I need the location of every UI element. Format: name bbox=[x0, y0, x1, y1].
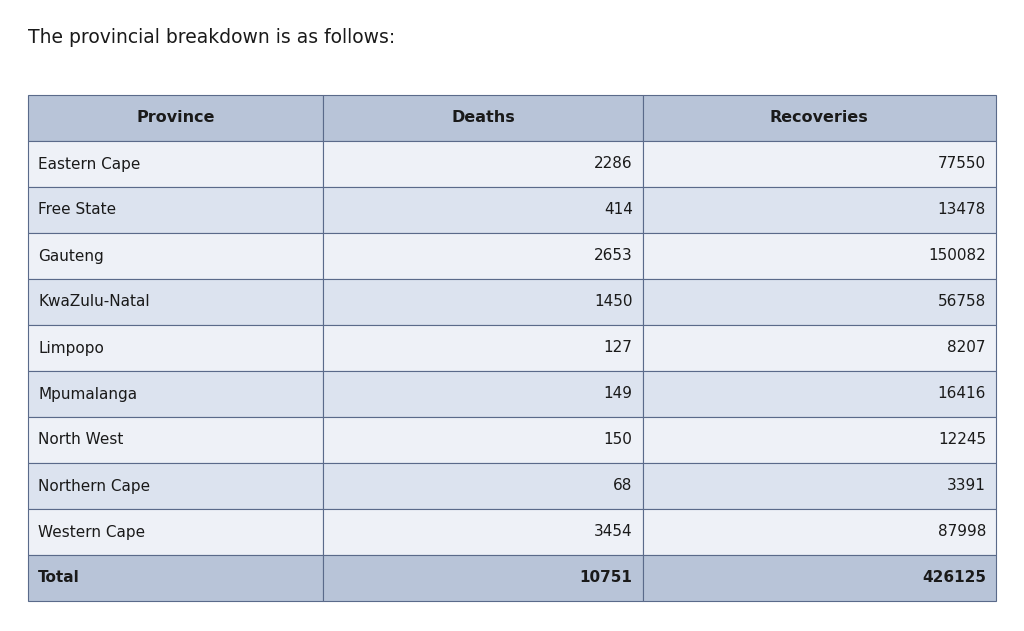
Bar bbox=[324, 95, 643, 141]
Text: 150082: 150082 bbox=[928, 249, 986, 264]
Text: 3391: 3391 bbox=[947, 478, 986, 493]
Text: Province: Province bbox=[136, 110, 215, 126]
Bar bbox=[324, 463, 643, 509]
Bar bbox=[28, 555, 324, 601]
Text: 426125: 426125 bbox=[922, 570, 986, 586]
Bar bbox=[28, 371, 324, 417]
Bar bbox=[643, 279, 996, 325]
Bar bbox=[324, 555, 643, 601]
Bar bbox=[643, 187, 996, 233]
Bar bbox=[643, 417, 996, 463]
Bar bbox=[28, 141, 324, 187]
Text: Recoveries: Recoveries bbox=[770, 110, 868, 126]
Bar bbox=[643, 509, 996, 555]
Text: North West: North West bbox=[38, 432, 123, 447]
Text: 56758: 56758 bbox=[938, 295, 986, 309]
Text: 68: 68 bbox=[613, 478, 633, 493]
Bar bbox=[643, 141, 996, 187]
Text: 127: 127 bbox=[604, 341, 633, 355]
Bar bbox=[28, 279, 324, 325]
Text: Western Cape: Western Cape bbox=[38, 524, 145, 540]
Text: 77550: 77550 bbox=[938, 156, 986, 172]
Bar bbox=[28, 325, 324, 371]
Bar bbox=[324, 417, 643, 463]
Bar bbox=[324, 187, 643, 233]
Bar bbox=[28, 187, 324, 233]
Text: Eastern Cape: Eastern Cape bbox=[38, 156, 140, 172]
Bar bbox=[28, 95, 324, 141]
Text: 2286: 2286 bbox=[594, 156, 633, 172]
Bar bbox=[28, 233, 324, 279]
Bar bbox=[324, 509, 643, 555]
Bar bbox=[643, 95, 996, 141]
Text: The provincial breakdown is as follows:: The provincial breakdown is as follows: bbox=[28, 28, 395, 47]
Text: 1450: 1450 bbox=[594, 295, 633, 309]
Bar bbox=[28, 417, 324, 463]
Text: 87998: 87998 bbox=[938, 524, 986, 540]
Text: 149: 149 bbox=[604, 387, 633, 401]
Text: Limpopo: Limpopo bbox=[38, 341, 103, 355]
Text: 414: 414 bbox=[604, 203, 633, 218]
Text: 10751: 10751 bbox=[580, 570, 633, 586]
Bar bbox=[643, 371, 996, 417]
Text: Free State: Free State bbox=[38, 203, 116, 218]
Text: 16416: 16416 bbox=[938, 387, 986, 401]
Text: 12245: 12245 bbox=[938, 432, 986, 447]
Bar bbox=[324, 279, 643, 325]
Bar bbox=[324, 325, 643, 371]
Bar bbox=[643, 233, 996, 279]
Text: Gauteng: Gauteng bbox=[38, 249, 103, 264]
Text: 2653: 2653 bbox=[594, 249, 633, 264]
Bar bbox=[28, 509, 324, 555]
Text: Deaths: Deaths bbox=[452, 110, 515, 126]
Text: Total: Total bbox=[38, 570, 80, 586]
Bar bbox=[643, 325, 996, 371]
Text: Mpumalanga: Mpumalanga bbox=[38, 387, 137, 401]
Bar bbox=[324, 233, 643, 279]
Bar bbox=[324, 141, 643, 187]
Bar bbox=[28, 463, 324, 509]
Text: KwaZulu-Natal: KwaZulu-Natal bbox=[38, 295, 150, 309]
Text: 13478: 13478 bbox=[938, 203, 986, 218]
Bar bbox=[643, 463, 996, 509]
Bar bbox=[324, 371, 643, 417]
Text: 3454: 3454 bbox=[594, 524, 633, 540]
Text: Northern Cape: Northern Cape bbox=[38, 478, 151, 493]
Bar bbox=[643, 555, 996, 601]
Text: 150: 150 bbox=[604, 432, 633, 447]
Text: 8207: 8207 bbox=[947, 341, 986, 355]
